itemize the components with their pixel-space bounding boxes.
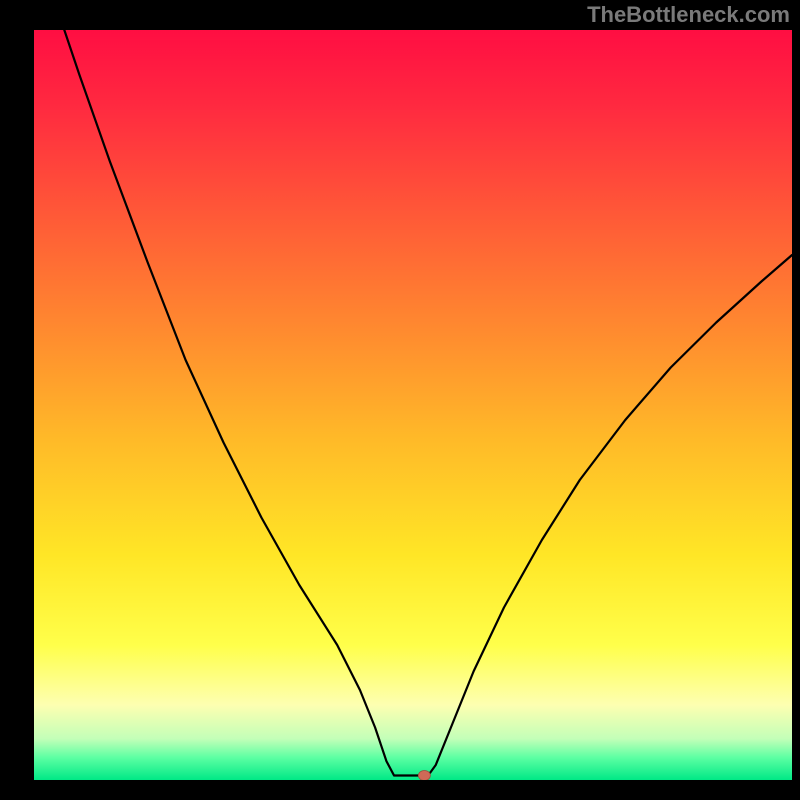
optimal-point-marker: [418, 771, 430, 781]
gradient-background: [34, 30, 792, 780]
watermark-text: TheBottleneck.com: [587, 2, 790, 28]
chart-svg: [34, 30, 792, 780]
plot-area: [34, 30, 792, 780]
chart-frame: { "watermark": { "text": "TheBottleneck.…: [0, 0, 800, 800]
